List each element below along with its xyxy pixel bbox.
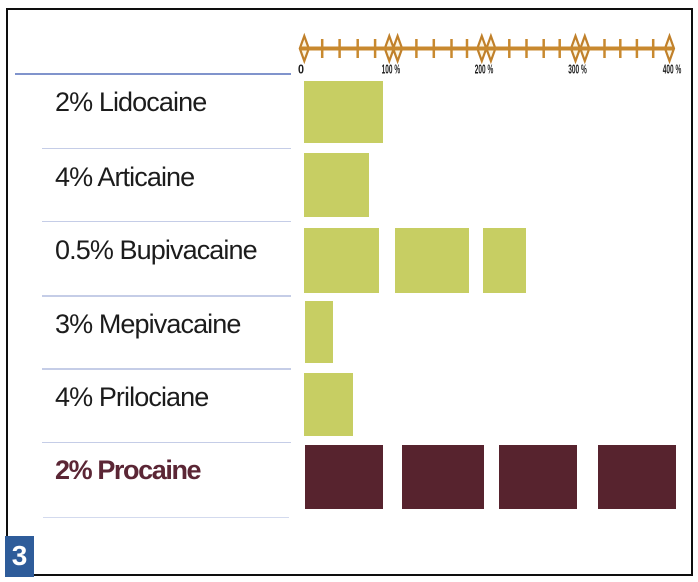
svg-text:200 %: 200 % — [475, 62, 494, 77]
svg-text:300 %: 300 % — [568, 62, 587, 77]
svg-text:400 %: 400 % — [663, 62, 682, 77]
svg-text:100 %: 100 % — [382, 62, 401, 77]
svg-text:0: 0 — [298, 62, 304, 77]
